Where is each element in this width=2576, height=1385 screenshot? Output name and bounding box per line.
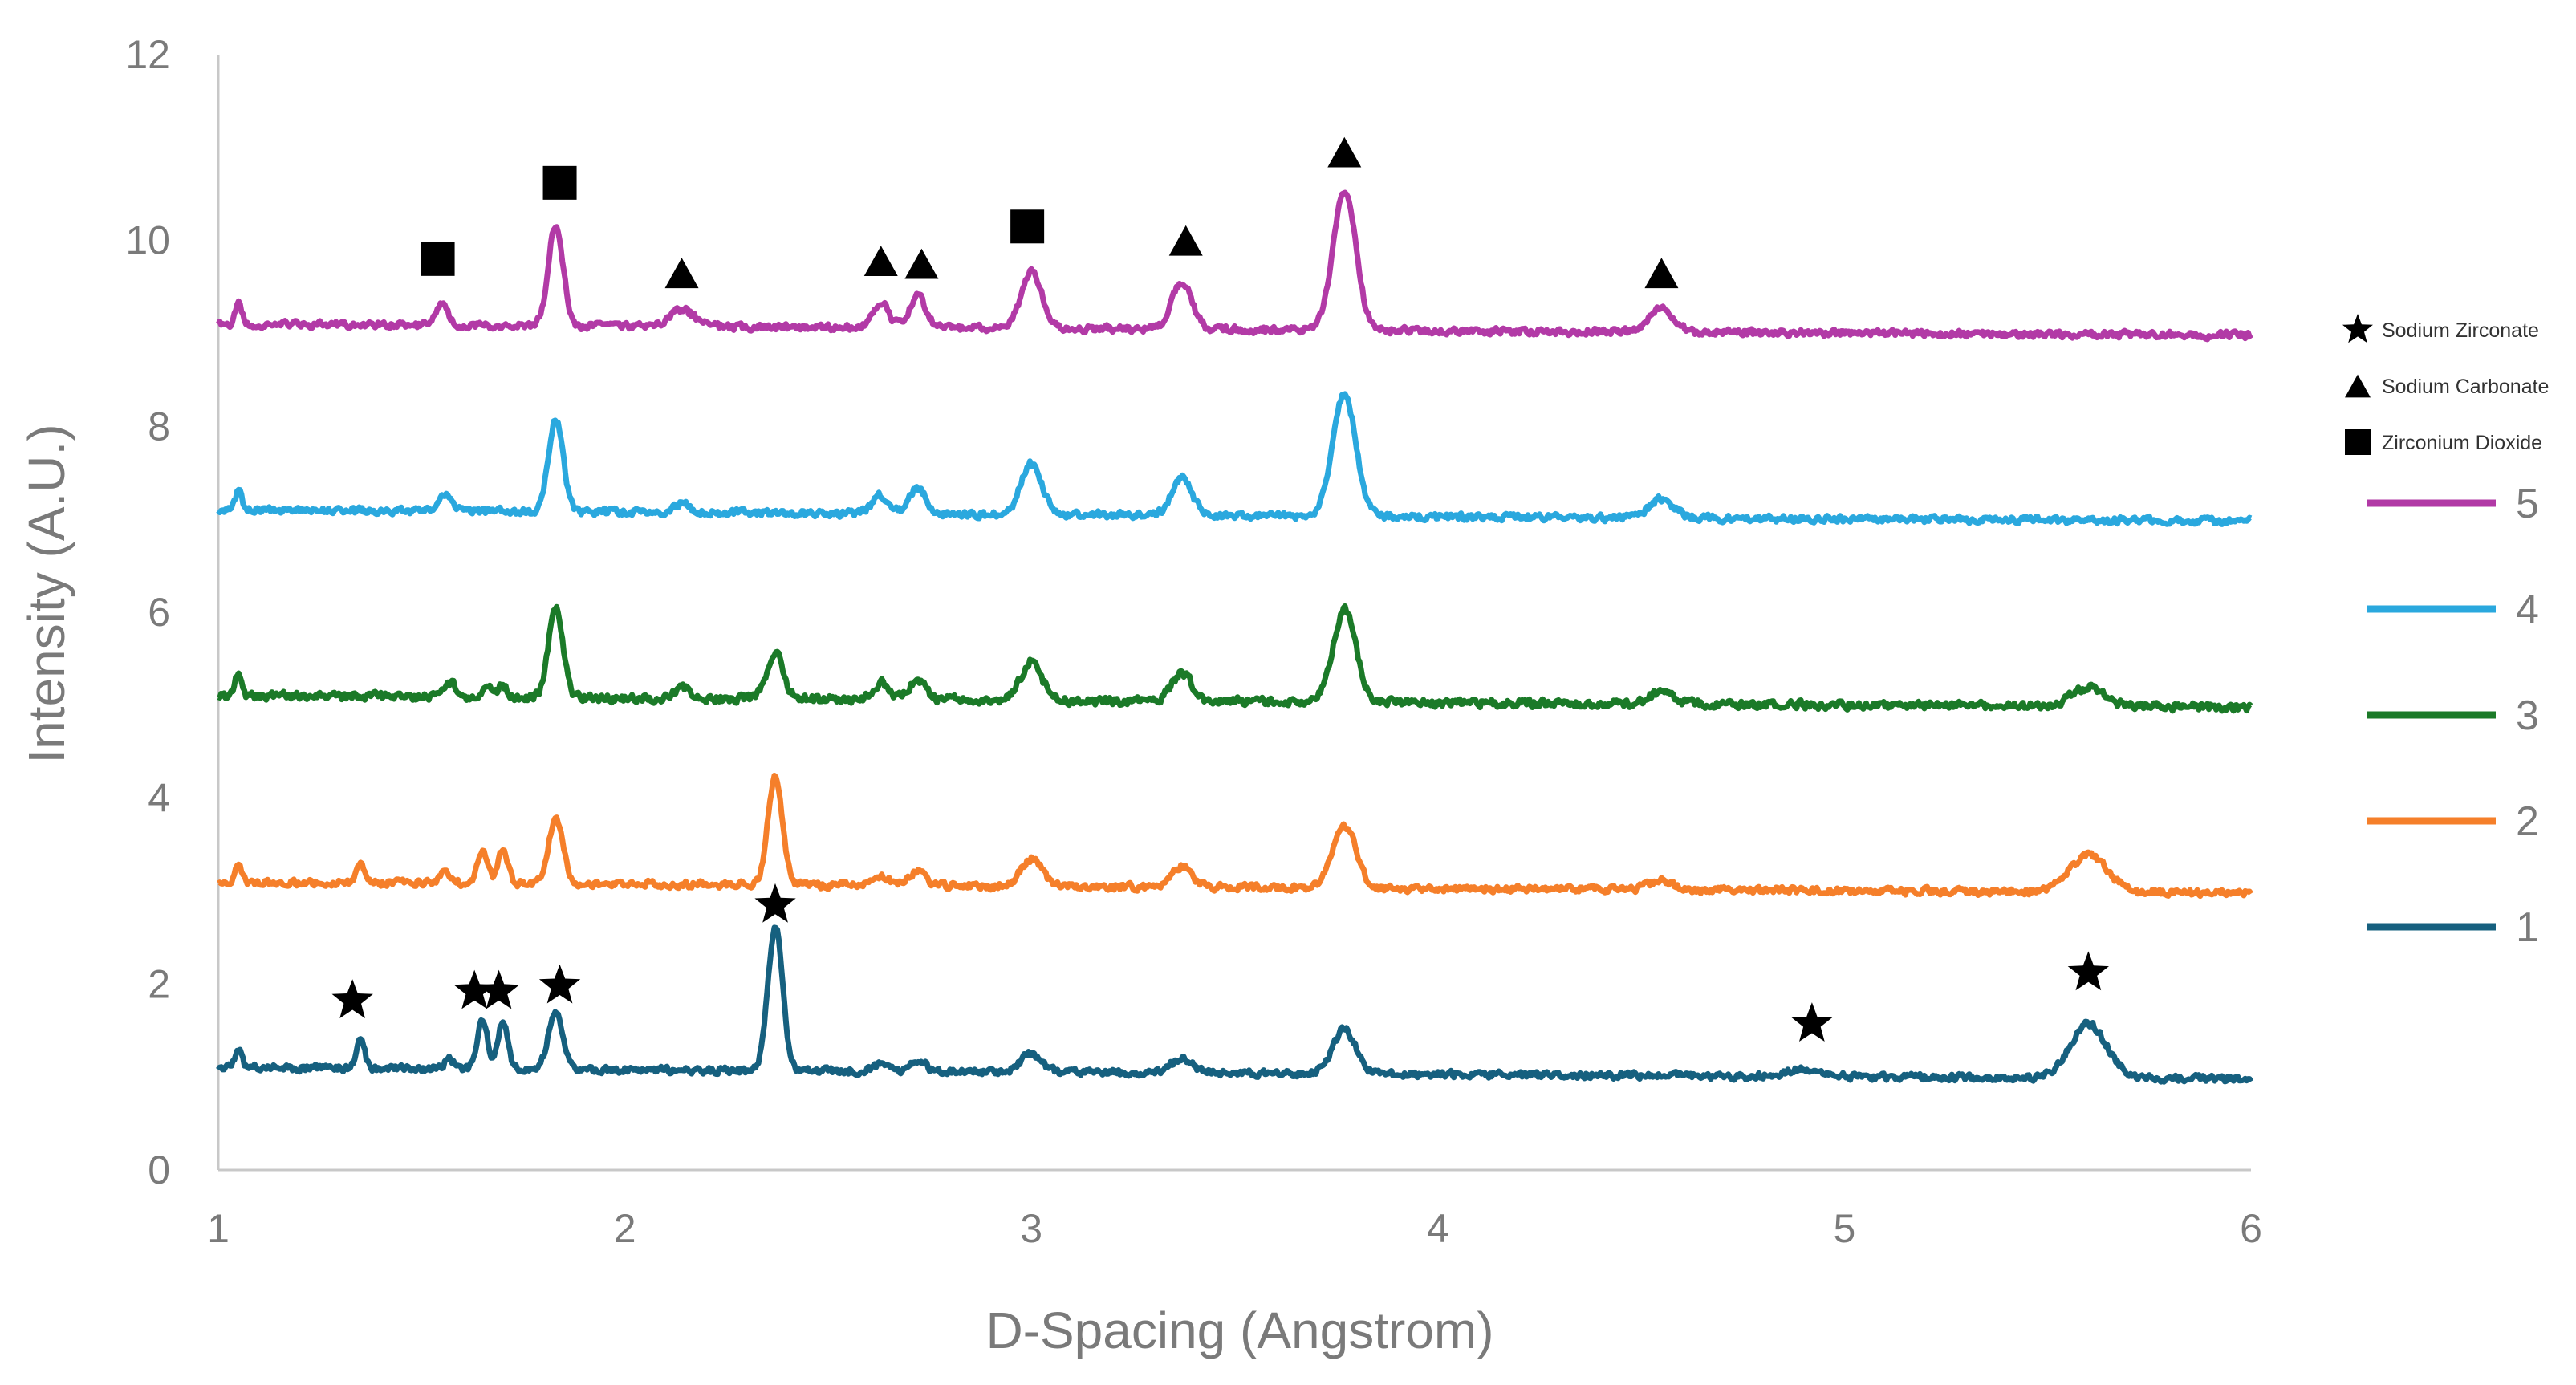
legend-series-label: 5 [2516, 481, 2539, 527]
star-marker [1791, 1002, 1833, 1042]
star-marker [331, 979, 373, 1018]
triangle-marker [1168, 225, 1203, 256]
y-tick-label: 12 [125, 32, 170, 77]
y-tick-label: 4 [148, 776, 170, 821]
x-axis-title: D-Spacing (Angstrom) [985, 1302, 1493, 1359]
series-layer [215, 189, 2254, 1085]
series-line-1 [216, 924, 2254, 1085]
series-line-5 [215, 189, 2253, 343]
legend-marker-label: Zirconium Dioxide [2382, 432, 2542, 454]
y-tick-label: 8 [148, 404, 170, 449]
series-line-2 [217, 773, 2253, 900]
x-tick-label: 2 [614, 1206, 636, 1251]
star-marker [453, 969, 495, 1009]
square-marker [1010, 209, 1045, 244]
star-marker [2067, 951, 2109, 991]
square-marker [542, 165, 577, 200]
star-marker [538, 964, 581, 1004]
legend-triangle-icon [2345, 374, 2371, 398]
series-line-3 [217, 603, 2253, 714]
y-tick-label: 10 [125, 218, 170, 263]
triangle-marker [863, 246, 898, 277]
triangle-marker [664, 258, 699, 289]
legend-series-label: 1 [2516, 904, 2539, 951]
legend-series-label: 4 [2516, 587, 2539, 633]
x-tick-label: 1 [207, 1206, 230, 1251]
square-marker [421, 242, 455, 276]
y-axis-title: Intensity (A.U.) [18, 424, 75, 763]
legend: Sodium Zirconate Sodium Carbonate Zirconiu… [2342, 314, 2549, 951]
x-tick-label: 5 [1833, 1206, 1855, 1251]
y-tick-label: 2 [148, 961, 170, 1006]
y-tick-label: 6 [148, 590, 170, 635]
legend-marker-label: Sodium Zirconate [2382, 319, 2539, 342]
legend-square-icon [2345, 429, 2371, 455]
triangle-marker [904, 248, 939, 279]
legend-star-icon [2342, 314, 2373, 343]
legend-marker-label: Sodium Carbonate [2382, 376, 2549, 398]
legend-series-label: 2 [2516, 798, 2539, 845]
y-tick-label: 0 [148, 1147, 170, 1192]
series-line-4 [216, 391, 2253, 527]
legend-series-label: 3 [2516, 692, 2539, 739]
x-tick-label: 6 [2240, 1206, 2262, 1251]
x-tick-label: 3 [1020, 1206, 1042, 1251]
triangle-marker [1644, 258, 1679, 289]
star-marker [477, 969, 520, 1009]
triangle-marker [1327, 136, 1362, 168]
phase-markers [331, 136, 2109, 1042]
x-tick-label: 4 [1427, 1206, 1449, 1251]
star-marker [754, 883, 796, 923]
